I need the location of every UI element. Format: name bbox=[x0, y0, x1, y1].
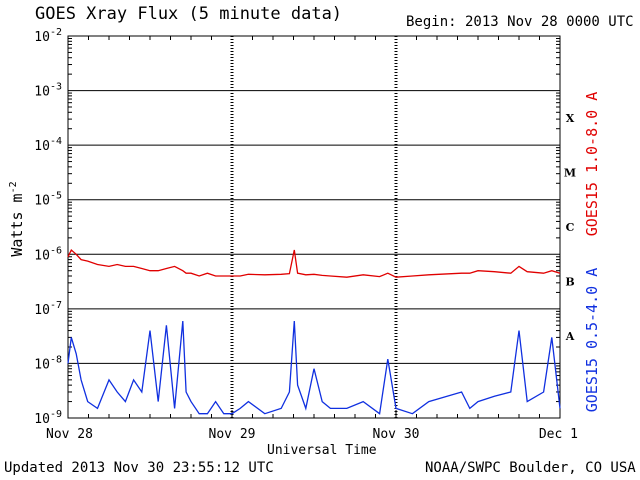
credit-text: NOAA/SWPC Boulder, CO USA bbox=[425, 460, 636, 476]
y-tick-label: 10-7 bbox=[34, 300, 62, 318]
y-tick-label: 10-2 bbox=[34, 27, 62, 45]
y-tick-exponent: -4 bbox=[50, 136, 62, 147]
y-tick-exponent: -3 bbox=[50, 82, 62, 93]
y-tick-label: 10-3 bbox=[34, 82, 62, 100]
y-tick-exponent: -2 bbox=[50, 27, 62, 38]
y-tick-base: 10 bbox=[34, 194, 50, 209]
y-tick-label: 10-9 bbox=[34, 409, 62, 427]
legend-series-short: GOES15 0.5-4.0 A bbox=[583, 267, 601, 413]
y-tick-label: 10-6 bbox=[34, 245, 62, 263]
x-tick-label: Nov 30 bbox=[373, 427, 420, 442]
y-tick-exponent: -8 bbox=[50, 354, 62, 365]
flare-class-label: M bbox=[564, 166, 576, 179]
y-tick-base: 10 bbox=[34, 357, 50, 372]
y-tick-exponent: -7 bbox=[50, 300, 62, 311]
x-axis-label: Universal Time bbox=[267, 443, 377, 458]
x-tick-label: Nov 29 bbox=[209, 427, 256, 442]
y-tick-label: 10-5 bbox=[34, 191, 62, 209]
y-tick-base: 10 bbox=[34, 139, 50, 154]
y-tick-exponent: -9 bbox=[50, 409, 62, 420]
x-tick-label: Dec 1 bbox=[539, 427, 578, 442]
series-line-0 bbox=[67, 248, 561, 278]
y-tick-base: 10 bbox=[34, 412, 50, 427]
y-tick-base: 10 bbox=[34, 85, 50, 100]
flare-class-label: C bbox=[566, 221, 575, 234]
y-tick-base: 10 bbox=[34, 248, 50, 263]
x-tick-label: Nov 28 bbox=[46, 427, 93, 442]
legend-series-long: GOES15 1.0-8.0 A bbox=[583, 91, 601, 237]
flare-class-label: B bbox=[565, 276, 574, 289]
begin-time: Begin: 2013 Nov 28 0000 UTC bbox=[406, 14, 634, 30]
series-line-1 bbox=[67, 320, 561, 415]
flare-class-label: X bbox=[566, 112, 575, 125]
chart-title: GOES Xray Flux (5 minute data) bbox=[35, 4, 343, 24]
y-tick-base: 10 bbox=[34, 30, 50, 45]
y-tick-label: 10-4 bbox=[34, 136, 62, 154]
flare-class-label: A bbox=[565, 330, 575, 343]
y-tick-exponent: -5 bbox=[50, 191, 62, 202]
y-tick-exponent: -6 bbox=[50, 245, 62, 256]
y-tick-base: 10 bbox=[34, 303, 50, 318]
y-axis-label-exponent: -2 bbox=[8, 181, 19, 194]
plot-frame bbox=[67, 35, 561, 419]
y-axis-label-text: Watts m bbox=[8, 193, 26, 257]
updated-timestamp: Updated 2013 Nov 30 23:55:12 UTC bbox=[4, 460, 274, 476]
y-tick-label: 10-8 bbox=[34, 354, 62, 372]
y-axis-label: Watts m-2 bbox=[8, 181, 26, 256]
